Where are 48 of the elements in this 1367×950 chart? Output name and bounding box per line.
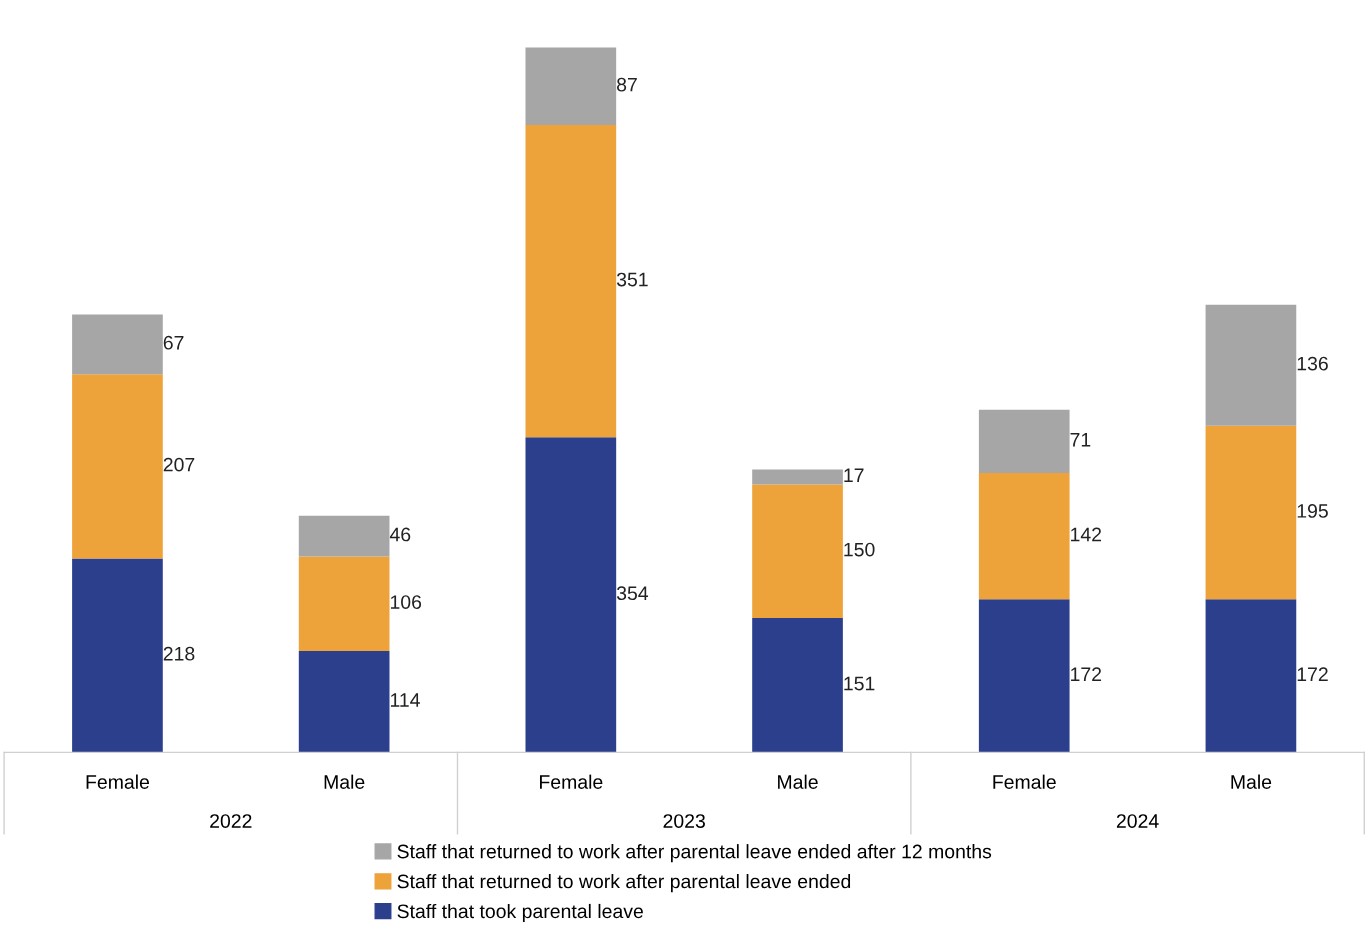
data-label: 218 [163, 646, 195, 661]
x-tick-label: Male [778, 774, 818, 789]
data-label: 151 [844, 676, 875, 691]
data-label: 142 [1071, 527, 1102, 542]
data-label: 46 [389, 527, 411, 542]
bar [978, 599, 1070, 753]
text: 2024 [1116, 814, 1159, 828]
x-tick-label: Female [540, 774, 603, 789]
data-label: 172 [1297, 667, 1328, 681]
legend-label: Staff that returned to work after parental leave ended after 12 months [397, 844, 992, 863]
bar [298, 556, 390, 651]
x-tick-label: Male [324, 774, 365, 789]
bar [752, 469, 843, 485]
legend-label: Staff that returned to work after parental leave ended [397, 874, 851, 893]
text: 2023 [663, 814, 705, 828]
legend-label: Staff that took parental leave [397, 903, 643, 923]
data-label: 172 [1071, 667, 1102, 681]
data-label: 106 [390, 595, 422, 609]
text: 2022 [210, 814, 252, 828]
data-label: 136 [1297, 356, 1328, 371]
bar [525, 125, 617, 438]
bar [978, 472, 1070, 600]
data-label: 150 [844, 542, 875, 557]
bar [72, 374, 163, 559]
data-label: 114 [390, 693, 420, 707]
bar [298, 515, 390, 557]
bar [525, 47, 617, 126]
bar [525, 437, 617, 753]
data-label: 195 [1297, 504, 1328, 518]
data-label: 67 [163, 335, 184, 350]
data-label: 207 [163, 457, 195, 472]
bar [72, 314, 163, 375]
bar [298, 650, 390, 753]
data-label: 71 [1070, 433, 1091, 447]
bar [752, 484, 843, 619]
x-tick-label: Female [86, 774, 150, 789]
x-tick-label: Female [993, 774, 1056, 789]
bar [752, 618, 843, 753]
data-label: 17 [844, 468, 864, 482]
data-label: 354 [616, 586, 649, 601]
bar [1205, 425, 1297, 600]
bar [1205, 304, 1297, 426]
bar [72, 558, 163, 753]
bar [1205, 599, 1297, 753]
bar [978, 409, 1070, 473]
data-label: 351 [616, 272, 648, 287]
data-label: 87 [617, 77, 637, 92]
x-tick-label: Male [1231, 774, 1272, 789]
